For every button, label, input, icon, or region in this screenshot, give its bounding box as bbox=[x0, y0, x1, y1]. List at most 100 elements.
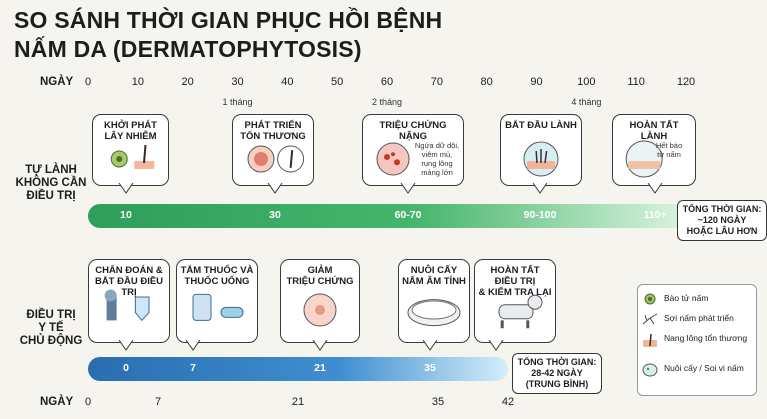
callout-pointer bbox=[488, 340, 504, 351]
title-line-2: NẤM DA (DERMATOPHYTOSIS) bbox=[14, 36, 362, 62]
stage-title-line: TRIỆU CHỨNG NẶNG bbox=[379, 120, 447, 142]
top-axis-tick: 100 bbox=[577, 76, 596, 88]
done-illustration-icon bbox=[625, 140, 663, 178]
treated-label-line: CHỦ ĐỘNG bbox=[19, 335, 83, 347]
untreated-label-line: ĐIỀU TRỊ bbox=[26, 190, 76, 202]
callout-pointer bbox=[118, 340, 134, 351]
untreated-stage-card: HOÀN TẤT LÀNH Hết bào tử nấm bbox=[612, 114, 696, 186]
stage-note: Hết bào tử nấm bbox=[646, 141, 692, 159]
title-line-1: SO SÁNH THỜI GIAN PHỤC HỒI BỆNH bbox=[14, 7, 443, 33]
untreated-stage-value: 90-100 bbox=[523, 209, 557, 221]
bottom-axis-label: NGÀY bbox=[40, 396, 74, 408]
severe-illustration-icon bbox=[376, 142, 410, 176]
stage-note-line: mảng lớn bbox=[421, 168, 453, 177]
treated-stage-value: 21 bbox=[314, 362, 326, 374]
top-axis-tick: 30 bbox=[231, 76, 244, 88]
bottom-axis-tick: 7 bbox=[154, 396, 162, 408]
bottom-axis-tick: 42 bbox=[501, 396, 515, 408]
untreated-label-line: TỰ LÀNH bbox=[25, 164, 77, 176]
month-marker: 2 tháng bbox=[371, 97, 403, 107]
callout-pointer bbox=[312, 340, 328, 351]
treated-stage-card: TẮM THUỐC VÀ THUỐC UỐNG bbox=[176, 259, 258, 343]
callout-pointer bbox=[118, 183, 134, 194]
total-line: TỔNG THỜI GIAN: bbox=[682, 204, 762, 214]
legend-label: Nuôi cấy / Soi vi nấm bbox=[664, 363, 744, 373]
stage-title-line: PHÁT TRIỂN bbox=[244, 120, 302, 131]
stage-note-line: tử nấm bbox=[657, 150, 681, 159]
dog-illustration-icon bbox=[498, 294, 543, 329]
stage-note: Ngứa dữ dội, viêm mủ, rụng lông mảng lớn bbox=[414, 141, 460, 177]
hair-follicle-icon bbox=[643, 333, 657, 347]
treated-label-line: ĐIỀU TRỊ bbox=[26, 309, 76, 321]
top-axis-tick: 0 bbox=[84, 76, 92, 88]
treated-stage-card: HOÀN TẤT ĐIỀU TRỊ & KIỂM TRA LẠI bbox=[474, 259, 556, 343]
callout-pointer bbox=[422, 340, 438, 351]
stage-title-line: CHẨN ĐOÁN & bbox=[95, 265, 163, 276]
relief-illustration-icon bbox=[303, 293, 337, 327]
treated-timeline-bar bbox=[88, 357, 508, 381]
untreated-stage-card: TRIỆU CHỨNG NẶNG Ngứa dữ dội, viêm mủ, rụng… bbox=[362, 114, 464, 186]
bottom-axis-tick: 35 bbox=[431, 396, 445, 408]
top-axis-tick: 20 bbox=[181, 76, 194, 88]
stage-title-line: BẮT ĐẦU LÀNH bbox=[505, 120, 577, 131]
treated-row-label: ĐIỀU TRỊ Y TẾ CHỦ ĐỘNG bbox=[12, 309, 90, 348]
callout-pointer bbox=[532, 183, 548, 194]
untreated-label-line: KHÔNG CẦN bbox=[15, 177, 87, 189]
stage-title-line: HOÀN TẤT ĐIỀU TRỊ bbox=[490, 265, 540, 287]
legend: Bào tử nấm Sợi nấm phát triển Nang lông … bbox=[637, 284, 757, 396]
stage-title: PHÁT TRIỂN TỔN THƯƠNG bbox=[233, 120, 313, 142]
treated-stage-card: GIẢM TRIỆU CHỨNG bbox=[280, 259, 360, 343]
stage-note-line: rụng lông bbox=[421, 159, 453, 168]
stage-title-line: TẮM THUỐC VÀ bbox=[180, 265, 254, 276]
stage-title: KHỞI PHÁT LÂY NHIỄM bbox=[93, 120, 168, 142]
total-line: HOẶC LÂU HƠN bbox=[686, 226, 758, 236]
untreated-stage-value: 110+ bbox=[643, 209, 667, 221]
top-axis-label: NGÀY bbox=[40, 76, 74, 88]
stage-note-line: viêm mủ, bbox=[421, 150, 453, 159]
top-axis-tick: 10 bbox=[131, 76, 144, 88]
heal-illustration-icon bbox=[523, 141, 559, 177]
top-axis-tick: 90 bbox=[530, 76, 543, 88]
doc-illustration-icon bbox=[104, 289, 150, 322]
stage-title: TRIỆU CHỨNG NẶNG bbox=[363, 120, 463, 142]
bottom-axis-tick: 0 bbox=[84, 396, 92, 408]
callout-pointer bbox=[400, 183, 416, 194]
top-axis-tick: 120 bbox=[676, 76, 696, 88]
treated-label-line: Y TẾ bbox=[38, 322, 64, 334]
meds-illustration-icon bbox=[192, 293, 244, 321]
treated-stage-value: 0 bbox=[123, 362, 129, 374]
total-line: ~120 NGÀY bbox=[697, 215, 747, 225]
stage-title: CHẨN ĐOÁN & BẮT ĐẦU ĐIỀU TRỊ bbox=[89, 265, 169, 298]
stage-title-line: LÂY NHIỄM bbox=[104, 131, 157, 142]
stage-title-line: TỔN THƯƠNG bbox=[240, 131, 306, 142]
petri-dish-icon bbox=[642, 363, 658, 377]
top-axis-tick: 70 bbox=[430, 76, 443, 88]
callout-pointer bbox=[185, 340, 201, 351]
hyphae-icon bbox=[642, 313, 658, 325]
stage-note-line: Ngứa dữ dội, bbox=[414, 141, 460, 150]
stage-title: BẮT ĐẦU LÀNH bbox=[501, 120, 581, 131]
top-axis-tick: 110 bbox=[627, 76, 645, 88]
untreated-stage-value: 30 bbox=[269, 209, 281, 221]
untreated-stage-card: KHỞI PHÁT LÂY NHIỄM bbox=[92, 114, 169, 186]
stage-title: HOÀN TẤT ĐIỀU TRỊ & KIỂM TRA LẠI bbox=[475, 265, 555, 298]
stage-note-line: Hết bào bbox=[655, 141, 683, 150]
untreated-stage-card: BẮT ĐẦU LÀNH bbox=[500, 114, 582, 186]
stage-title: TẮM THUỐC VÀ THUỐC UỐNG bbox=[177, 265, 257, 287]
legend-label: Sợi nấm phát triển bbox=[664, 313, 734, 323]
month-marker: 1 tháng bbox=[222, 97, 253, 107]
treated-stage-value: 7 bbox=[190, 362, 196, 374]
spore-icon bbox=[644, 293, 656, 305]
bottom-axis-tick: 21 bbox=[291, 396, 305, 408]
total-line: 28-42 NGÀY bbox=[531, 368, 583, 378]
stage-title-line: THUỐC UỐNG bbox=[184, 276, 250, 287]
page-title: SO SÁNH THỜI GIAN PHỤC HỒI BỆNH NẤM DA (… bbox=[14, 6, 574, 64]
total-line: TỔNG THỜI GIAN: bbox=[517, 357, 597, 367]
legend-label: Bào tử nấm bbox=[664, 293, 709, 303]
top-axis-tick: 80 bbox=[480, 76, 493, 88]
germ-illustration-icon bbox=[110, 144, 155, 169]
treated-stage-value: 35 bbox=[424, 362, 436, 374]
stage-title-line: BẮT ĐẦU ĐIỀU TRỊ bbox=[94, 276, 164, 298]
top-axis-tick: 50 bbox=[331, 76, 344, 88]
